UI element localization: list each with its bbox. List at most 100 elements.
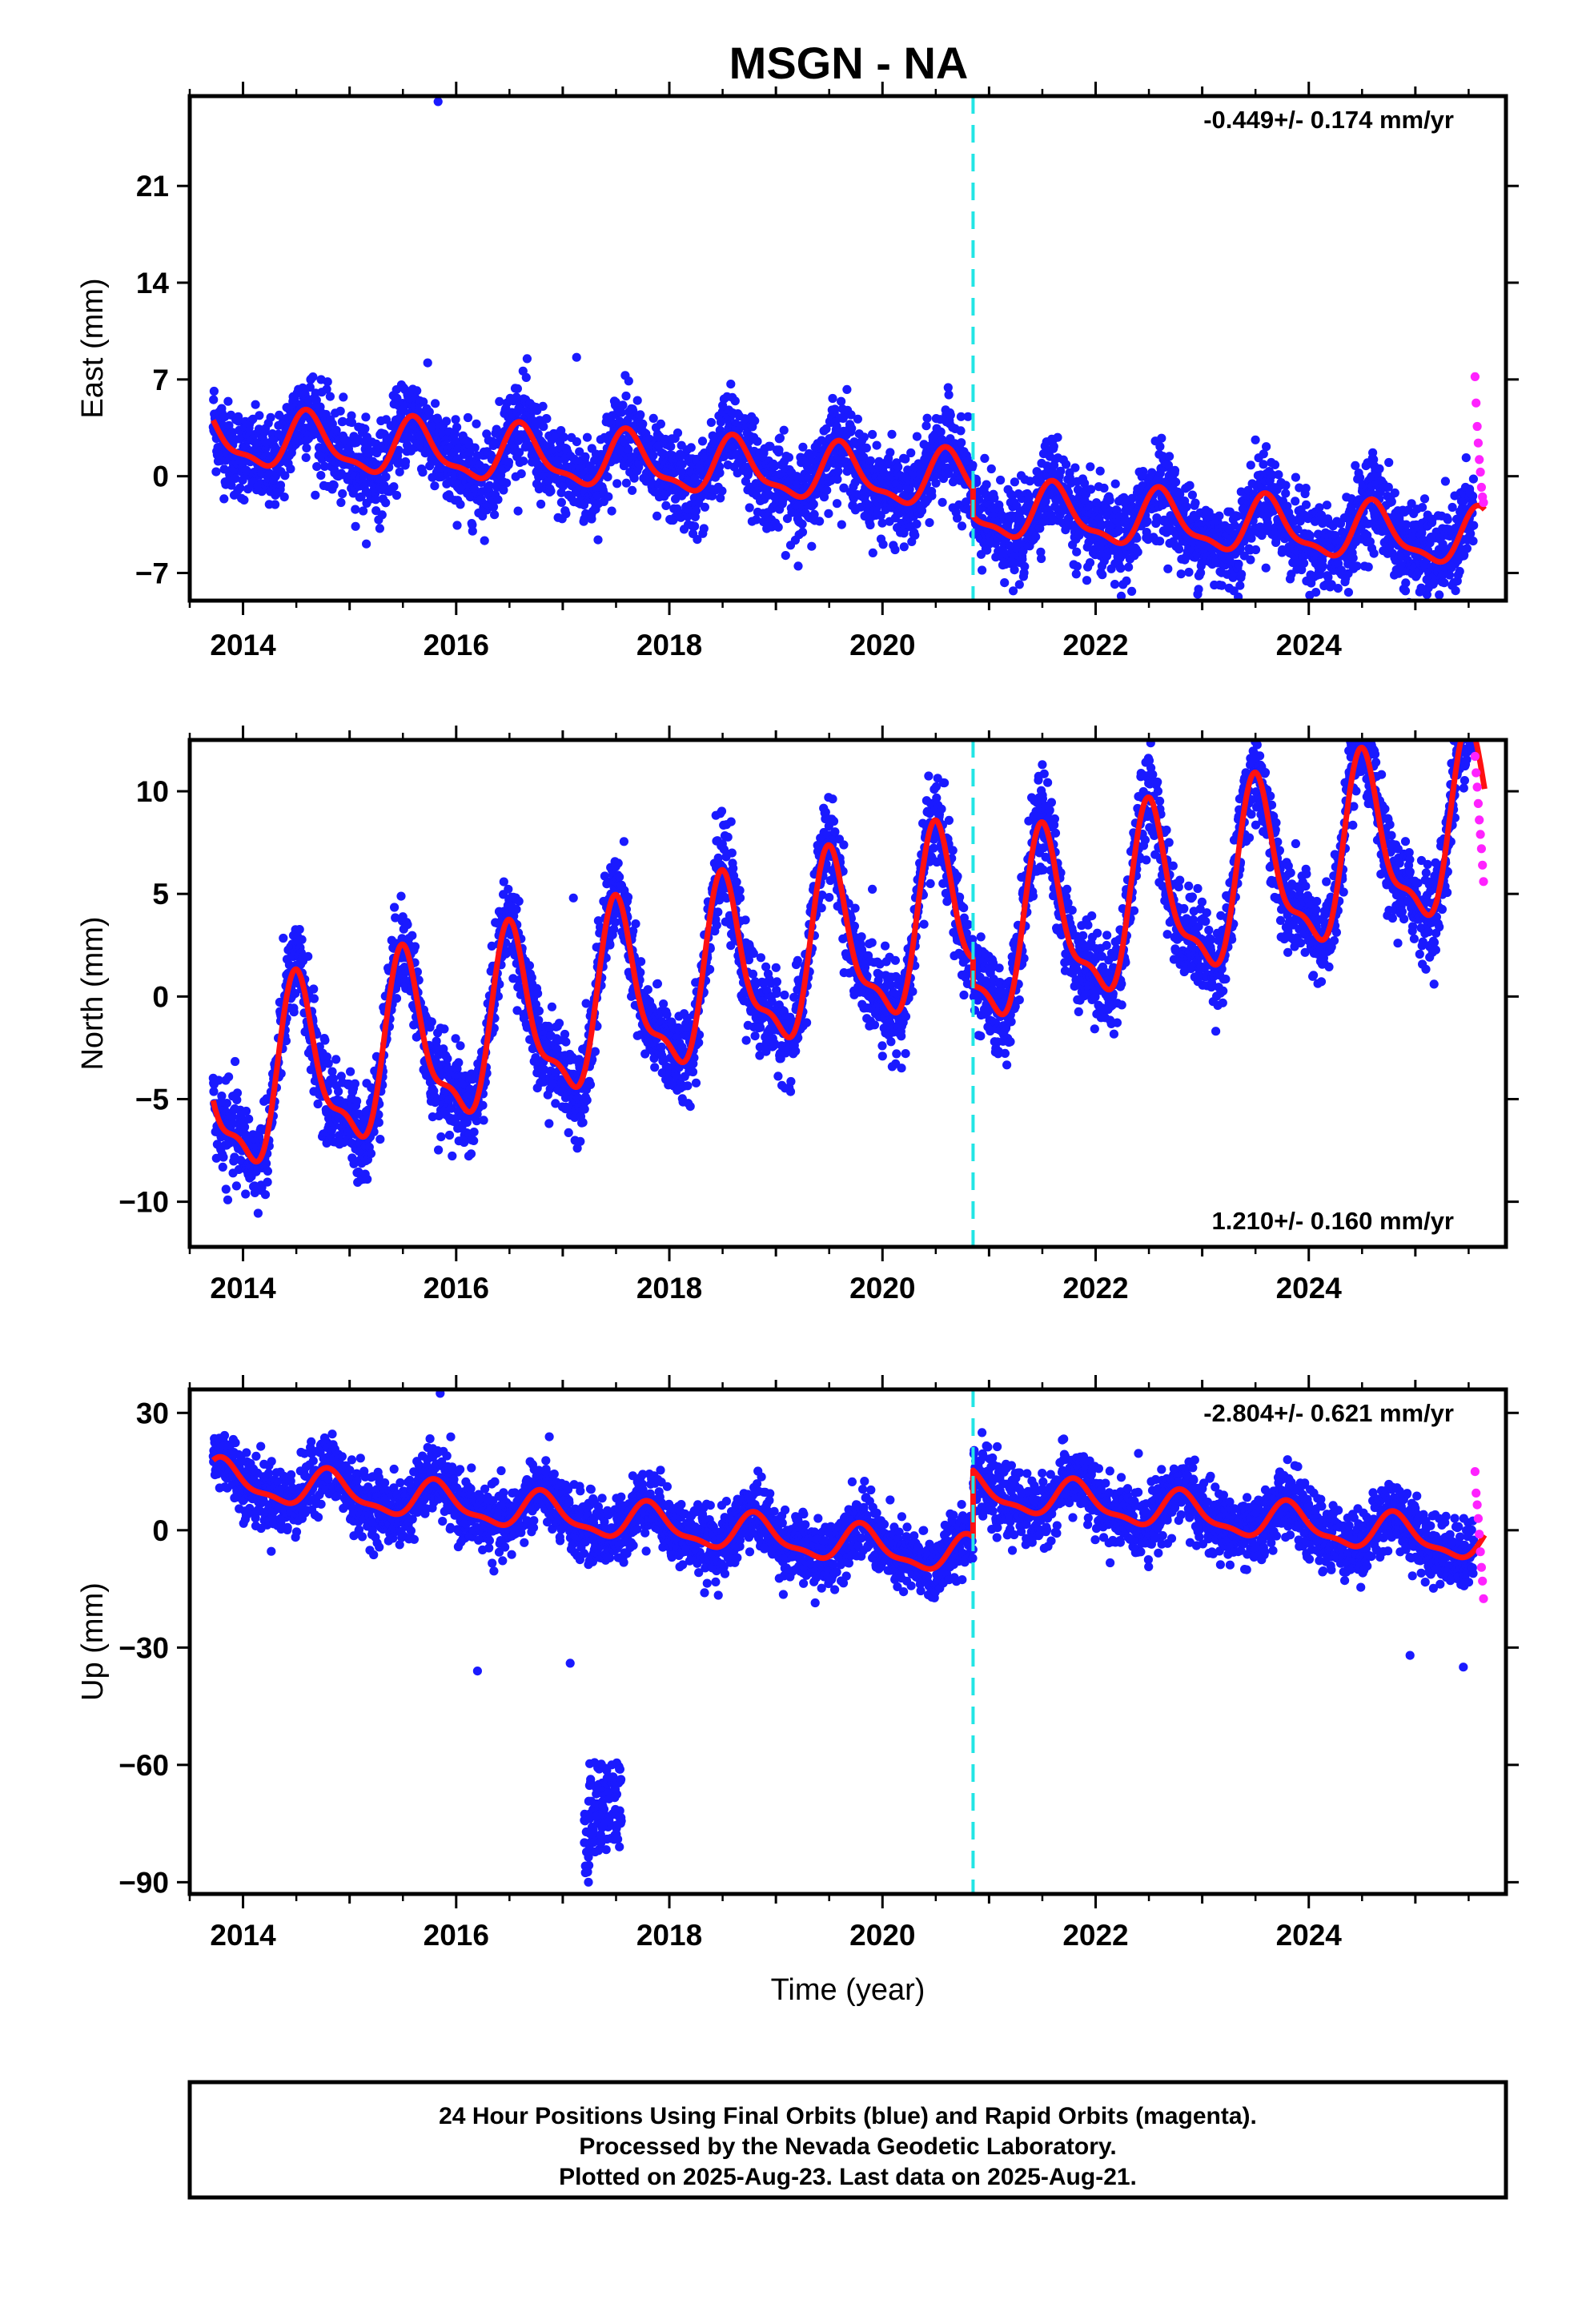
north-final-point: [244, 1114, 254, 1124]
east-final-point: [629, 473, 639, 483]
east-final-point: [912, 519, 921, 529]
east-final-point: [812, 489, 821, 499]
east-final-point: [1110, 479, 1120, 489]
east-final-point: [319, 461, 330, 472]
east-final-point: [463, 412, 473, 423]
east-final-point: [807, 541, 817, 551]
east-final-point: [492, 424, 501, 434]
east-final-point: [666, 441, 676, 452]
east-rapid-point: [1476, 467, 1485, 477]
east-final-point: [347, 417, 356, 428]
east-final-point: [686, 443, 696, 452]
east-final-point: [488, 502, 499, 512]
east-final-point: [1037, 553, 1046, 564]
east-final-point: [211, 467, 221, 476]
east-final-point: [607, 506, 616, 516]
east-final-point: [1259, 460, 1268, 469]
east-final-point: [1086, 462, 1095, 472]
east-final-point: [1448, 601, 1457, 610]
east-final-point: [986, 464, 996, 474]
east-final-point: [1461, 453, 1471, 463]
east-final-point: [1155, 537, 1165, 546]
east-final-point: [648, 451, 658, 460]
east-final-point: [603, 472, 612, 482]
east-final-point: [512, 384, 523, 393]
east-final-point: [542, 414, 552, 424]
east-final-point: [624, 376, 633, 386]
east-final-point: [1010, 565, 1019, 575]
east-final-point: [1419, 494, 1430, 504]
east-final-point: [456, 500, 465, 509]
east-final-point: [1348, 553, 1358, 563]
east-final-point: [765, 441, 775, 452]
east-final-point: [691, 506, 701, 516]
east-final-point: [280, 471, 290, 480]
east-final-point: [946, 410, 955, 420]
east-final-point: [559, 432, 569, 442]
east-final-point: [1375, 464, 1384, 474]
east-final-point: [419, 397, 428, 407]
east-final-point: [912, 432, 921, 441]
east-final-point: [311, 490, 320, 500]
east-final-point: [361, 412, 371, 422]
east-final-point: [890, 545, 900, 555]
east-ytick-label: 14: [136, 267, 170, 300]
east-final-point: [1174, 545, 1184, 554]
east-final-point: [351, 505, 360, 514]
north-final-point: [323, 1059, 333, 1068]
east-final-point: [327, 419, 337, 428]
east-final-point: [1184, 567, 1194, 577]
east-final-point: [1363, 562, 1373, 572]
east-final-point: [1116, 564, 1126, 573]
east-final-point: [1234, 559, 1243, 569]
east-final-point: [716, 493, 725, 503]
east-final-point: [451, 415, 460, 424]
north-final-point: [366, 1148, 376, 1158]
east-final-point: [828, 393, 837, 404]
east-final-point: [1235, 581, 1245, 590]
east-rapid-point: [1472, 398, 1481, 408]
east-final-point: [266, 412, 275, 422]
east-final-point: [546, 486, 556, 496]
east-final-point: [1170, 465, 1180, 476]
east-final-point: [632, 396, 642, 405]
east-final-point: [1311, 588, 1321, 597]
east-final-point: [944, 390, 954, 400]
east-final-point: [616, 408, 626, 417]
north-final-point: [263, 1166, 272, 1176]
east-final-point: [1031, 532, 1041, 541]
north-final-point: [309, 984, 319, 994]
east-final-point: [1163, 564, 1173, 573]
east-final-point: [1155, 442, 1165, 452]
north-final-point: [232, 1088, 243, 1098]
east-final-point: [604, 492, 613, 501]
east-outlier-point: [572, 352, 581, 362]
east-final-point: [470, 443, 480, 452]
east-final-point: [1191, 498, 1200, 508]
east-final-point: [1443, 515, 1452, 525]
east-final-point: [815, 517, 825, 526]
north-final-point: [303, 951, 313, 961]
east-final-point: [423, 358, 432, 368]
north-final-point: [363, 1174, 372, 1184]
east-final-point: [1020, 561, 1030, 572]
east-final-point: [1014, 580, 1024, 589]
east-final-point: [424, 407, 434, 416]
north-final-point: [231, 1181, 241, 1191]
east-final-point: [1127, 586, 1137, 597]
east-final-point: [533, 459, 543, 469]
east-final-point: [1281, 489, 1291, 498]
east-final-point: [936, 427, 946, 436]
east-final-point: [468, 526, 477, 536]
east-final-point: [1000, 578, 1010, 588]
east-final-point: [338, 416, 347, 426]
east-outlier-point: [433, 97, 443, 107]
east-final-point: [887, 429, 897, 439]
east-final-point: [522, 354, 532, 364]
north-final-point: [295, 925, 304, 935]
east-final-point: [1439, 578, 1449, 588]
east-final-point: [853, 414, 862, 424]
east-rate-label: -0.449+/- 0.174 mm/yr: [1203, 106, 1454, 134]
east-final-point: [515, 448, 524, 457]
